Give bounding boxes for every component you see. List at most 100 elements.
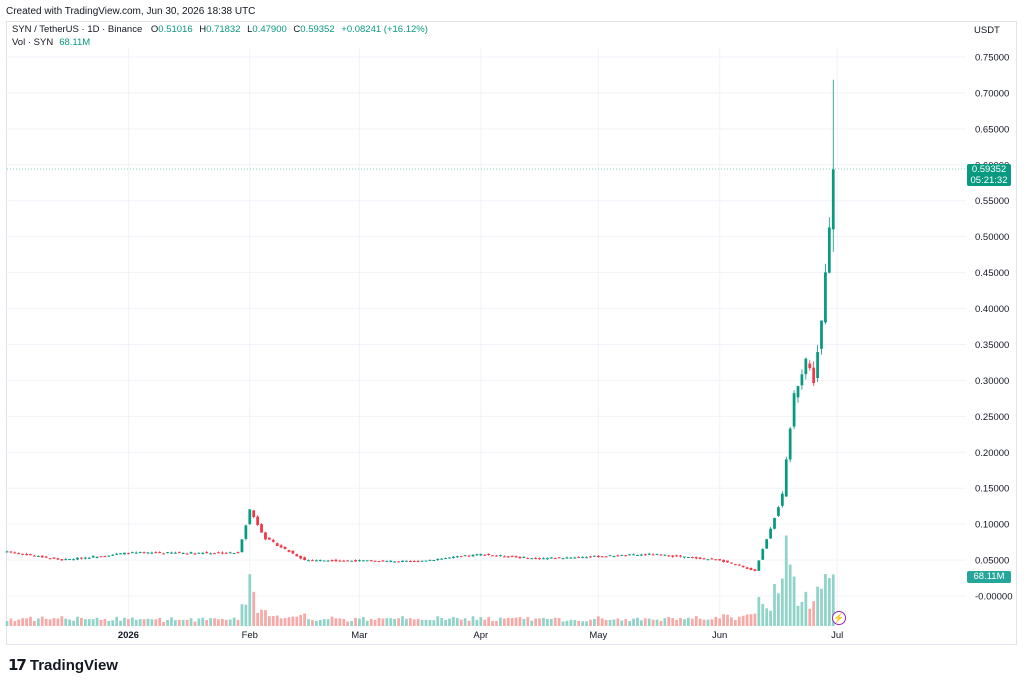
candle-body[interactable] [757,560,761,571]
candle-body[interactable] [119,553,122,555]
candle-body[interactable] [643,554,647,556]
candle-body[interactable] [448,557,451,559]
candle-body[interactable] [236,552,240,554]
candle-body[interactable] [193,553,197,555]
candle-body[interactable] [381,560,385,562]
candle-body[interactable] [561,558,565,560]
candle-body[interactable] [737,564,741,566]
candle-body[interactable] [733,564,737,566]
tradingview-logo[interactable]: 17 TradingView [8,656,118,674]
candle-body[interactable] [616,555,620,557]
candle-body[interactable] [612,556,616,558]
candle-body[interactable] [722,559,725,562]
candle-body[interactable] [13,552,17,554]
candle-body[interactable] [526,557,530,559]
candle-body[interactable] [753,569,757,571]
candle-body[interactable] [56,558,60,560]
candle-body[interactable] [346,560,350,562]
volume-legend[interactable]: Vol · SYN 68.11M [12,37,94,48]
candle-body[interactable] [314,560,318,562]
candle-body[interactable] [318,559,322,561]
candle-body[interactable] [224,552,228,554]
candle-body[interactable] [138,552,142,554]
candle-body[interactable] [581,557,585,559]
candle-body[interactable] [412,560,416,562]
candle-body[interactable] [577,556,581,558]
candle-body[interactable] [181,552,185,554]
candle-body[interactable] [401,560,404,562]
candle-body[interactable] [111,554,115,556]
candle-body[interactable] [189,552,193,554]
candle-body[interactable] [29,554,32,556]
candle-body[interactable] [444,558,447,560]
candle-body[interactable] [217,552,220,554]
candle-body[interactable] [9,551,13,553]
candle-body[interactable] [25,554,28,556]
candle-body[interactable] [68,559,72,561]
candle-body[interactable] [48,558,52,560]
candle-body[interactable] [640,554,643,556]
candle-body[interactable] [549,557,553,559]
candle-body[interactable] [170,552,173,554]
candle-body[interactable] [134,552,138,554]
candle-body[interactable] [491,555,494,557]
candle-body[interactable] [174,552,177,554]
candle-body[interactable] [36,555,40,557]
candle-body[interactable] [72,559,75,561]
candle-body[interactable] [624,555,628,557]
candle-body[interactable] [585,557,588,559]
candle-body[interactable] [393,561,397,563]
candle-body[interactable] [475,554,479,556]
candle-body[interactable] [499,555,502,557]
candle-body[interactable] [824,272,827,323]
candle-body[interactable] [530,558,534,560]
candle-body[interactable] [103,556,107,558]
candle-body[interactable] [655,553,659,555]
candle-body[interactable] [228,552,232,554]
candle-body[interactable] [60,559,64,561]
candle-body[interactable] [651,554,655,556]
candle-body[interactable] [495,555,498,557]
candle-body[interactable] [166,552,169,554]
candle-body[interactable] [502,556,506,558]
candle-body[interactable] [608,555,612,557]
candle-body[interactable] [514,556,518,558]
candle-body[interactable] [299,555,303,559]
candle-body[interactable] [295,554,299,557]
candle-body[interactable] [107,555,111,557]
candle-body[interactable] [307,560,310,562]
candle-body[interactable] [463,555,467,557]
candle-body[interactable] [373,560,377,562]
candle-body[interactable] [777,507,780,516]
candle-body[interactable] [123,552,126,555]
candle-body[interactable] [686,556,690,558]
candle-body[interactable] [620,554,624,556]
candle-body[interactable] [510,555,514,557]
candle-body[interactable] [702,558,706,560]
candle-body[interactable] [177,552,181,554]
candle-body[interactable] [115,553,119,555]
candle-body[interactable] [659,554,663,556]
candle-body[interactable] [17,553,21,555]
candle-body[interactable] [240,539,244,553]
candle-body[interactable] [718,559,722,561]
candle-body[interactable] [761,549,765,560]
candle-body[interactable] [154,552,158,554]
candle-body[interactable] [377,560,381,562]
candle-body[interactable] [706,559,710,561]
candle-body[interactable] [710,558,714,560]
candle-body[interactable] [679,555,682,557]
candle-body[interactable] [808,363,812,369]
candle-body[interactable] [342,560,346,562]
candle-body[interactable] [76,557,79,560]
candle-body[interactable] [690,557,694,559]
candle-body[interactable] [33,555,36,557]
candle-body[interactable] [831,169,835,230]
candle-body[interactable] [130,552,134,554]
candle-body[interactable] [21,553,25,555]
candle-body[interactable] [162,553,166,555]
candle-body[interactable] [452,556,455,558]
candle-body[interactable] [698,557,702,559]
candle-body[interactable] [432,560,436,562]
candle-body[interactable] [405,560,408,562]
